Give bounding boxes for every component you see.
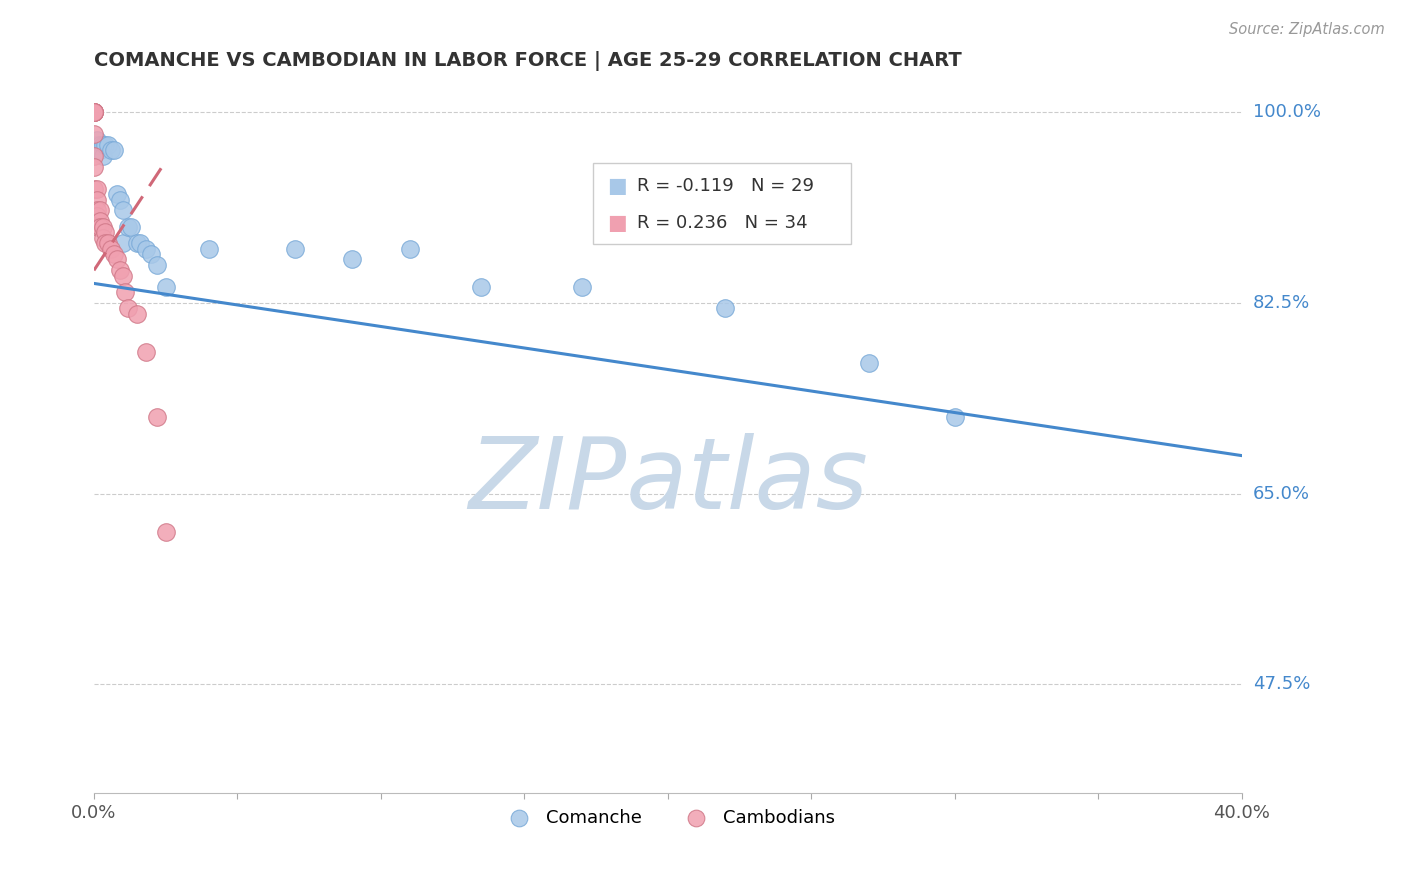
Text: 82.5%: 82.5%: [1253, 294, 1310, 312]
Point: [125, 236, 148, 251]
Point: [105, 187, 128, 202]
Point: [108, 193, 131, 207]
Point: [91, 149, 114, 163]
Text: Source: ZipAtlas.com: Source: ZipAtlas.com: [1229, 22, 1385, 37]
Text: ■: ■: [607, 177, 627, 196]
Point: [94, 236, 117, 251]
Point: [83, 149, 105, 163]
Point: [89, 214, 111, 228]
Point: [86, 209, 108, 223]
Point: [105, 252, 128, 267]
Point: [340, 252, 363, 267]
Point: [86, 219, 108, 234]
Text: 100.0%: 100.0%: [1253, 103, 1320, 121]
Point: [97, 138, 120, 153]
Point: [83, 127, 105, 141]
Point: [135, 345, 157, 359]
Point: [83, 105, 105, 120]
Point: [125, 307, 148, 321]
Point: [858, 356, 880, 370]
Point: [197, 242, 219, 256]
Point: [100, 144, 122, 158]
Point: [135, 242, 157, 256]
Text: R = 0.236   N = 34: R = 0.236 N = 34: [637, 214, 807, 232]
Point: [83, 105, 105, 120]
Point: [83, 105, 105, 120]
Point: [91, 230, 114, 244]
Point: [117, 219, 139, 234]
Point: [86, 138, 108, 153]
Point: [141, 247, 163, 261]
Point: [86, 133, 108, 147]
Point: [103, 144, 125, 158]
Point: [94, 225, 117, 239]
Point: [83, 105, 105, 120]
FancyBboxPatch shape: [593, 163, 852, 244]
Point: [86, 193, 108, 207]
Point: [91, 219, 114, 234]
Text: 47.5%: 47.5%: [1253, 675, 1310, 693]
Point: [83, 105, 105, 120]
Point: [86, 203, 108, 218]
Point: [398, 242, 420, 256]
Point: [111, 236, 134, 251]
Point: [155, 279, 177, 293]
Point: [117, 301, 139, 316]
Point: [470, 279, 492, 293]
Point: [86, 181, 108, 195]
Text: 65.0%: 65.0%: [1253, 484, 1310, 503]
Point: [120, 219, 142, 234]
Point: [89, 138, 111, 153]
Point: [83, 160, 105, 174]
Point: [94, 138, 117, 153]
Point: [714, 301, 737, 316]
Point: [146, 258, 169, 272]
Text: ZIPatlas: ZIPatlas: [468, 434, 868, 530]
Point: [943, 410, 966, 425]
Point: [571, 279, 593, 293]
Point: [114, 285, 136, 300]
Text: R = -0.119   N = 29: R = -0.119 N = 29: [637, 178, 814, 195]
Point: [89, 144, 111, 158]
Point: [111, 268, 134, 283]
Point: [97, 236, 120, 251]
Point: [108, 263, 131, 277]
Point: [91, 138, 114, 153]
Point: [284, 242, 307, 256]
Point: [128, 236, 150, 251]
Point: [146, 410, 169, 425]
Text: COMANCHE VS CAMBODIAN IN LABOR FORCE | AGE 25-29 CORRELATION CHART: COMANCHE VS CAMBODIAN IN LABOR FORCE | A…: [94, 51, 962, 70]
Point: [89, 203, 111, 218]
Legend: Comanche, Cambodians: Comanche, Cambodians: [494, 801, 842, 834]
Point: [103, 247, 125, 261]
Point: [83, 181, 105, 195]
Point: [100, 242, 122, 256]
Point: [86, 138, 108, 153]
Text: ■: ■: [607, 213, 627, 233]
Point: [89, 219, 111, 234]
Point: [83, 105, 105, 120]
Point: [155, 524, 177, 539]
Point: [111, 203, 134, 218]
